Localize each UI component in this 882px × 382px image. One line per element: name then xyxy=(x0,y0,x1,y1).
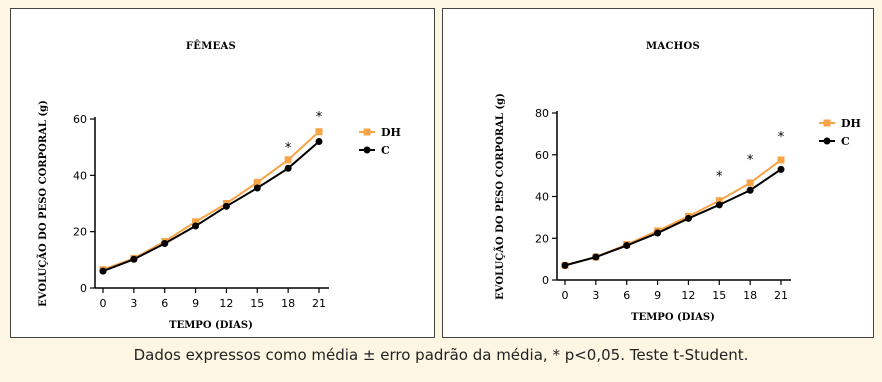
x-tick-label: 18 xyxy=(743,289,757,302)
significance-marker: * xyxy=(285,141,292,156)
machos-chart: MACHOS 0 20 40 60 80 0 3 6 9 12 15 18 21 TEMPO (DIAS) E… xyxy=(494,41,861,323)
legend-marker-dh xyxy=(823,119,831,127)
data-point-c xyxy=(161,239,169,247)
significance-marker: * xyxy=(716,170,723,185)
data-point-c xyxy=(592,253,600,261)
data-point-c xyxy=(192,222,200,230)
data-point-dh xyxy=(746,179,754,187)
y-tick-label: 60 xyxy=(73,113,87,126)
x-tick-label: 18 xyxy=(281,297,295,310)
data-point-c xyxy=(561,261,569,269)
legend-label-dh: DH xyxy=(841,117,861,130)
y-tick-label: 20 xyxy=(73,226,87,239)
data-point-c xyxy=(777,165,785,173)
x-tick-label: 12 xyxy=(681,289,695,302)
y-tick-label: 0 xyxy=(542,274,549,287)
x-tick-label: 3 xyxy=(130,297,137,310)
legend-label-c: C xyxy=(841,135,850,148)
x-tick-label: 0 xyxy=(100,297,107,310)
x-tick-label: 9 xyxy=(654,289,661,302)
data-point-c xyxy=(284,164,292,172)
data-point-dh xyxy=(315,128,323,136)
y-tick-label: 0 xyxy=(80,282,87,295)
x-tick-label: 21 xyxy=(774,289,788,302)
data-point-dh xyxy=(253,178,261,186)
x-tick-label: 3 xyxy=(592,289,599,302)
figure-caption: Dados expressos como média ± erro padrão… xyxy=(133,346,749,364)
chart-panel-femeas: FÊMEAS 0 20 40 60 0 3 6 9 12 15 18 21 TEMPO (DIAS) EVO… xyxy=(10,8,435,338)
data-point-dh xyxy=(284,156,292,164)
y-tick-label: 60 xyxy=(535,149,549,162)
data-point-c xyxy=(623,242,631,250)
x-tick-label: 9 xyxy=(192,297,199,310)
x-axis-label: TEMPO (DIAS) xyxy=(631,312,715,323)
data-point-c xyxy=(684,214,692,222)
legend-label-dh: DH xyxy=(381,126,401,139)
data-point-c xyxy=(99,267,107,275)
x-tick-label: 6 xyxy=(161,297,168,310)
series-line-c xyxy=(102,140,320,273)
data-point-c xyxy=(654,229,662,237)
x-tick-label: 15 xyxy=(250,297,264,310)
chart-title: MACHOS xyxy=(646,41,700,52)
y-tick-label: 20 xyxy=(535,232,549,245)
legend-marker-c xyxy=(363,146,371,154)
x-tick-label: 21 xyxy=(312,297,326,310)
femeas-chart: FÊMEAS 0 20 40 60 0 3 6 9 12 15 18 21 TEMPO (DIAS) EVO… xyxy=(37,40,401,331)
series-line-dh xyxy=(564,159,782,267)
data-point-c xyxy=(130,255,138,263)
x-axis-label: TEMPO (DIAS) xyxy=(169,320,253,331)
y-tick-label: 80 xyxy=(535,107,549,120)
x-tick-label: 0 xyxy=(562,289,569,302)
data-point-dh xyxy=(192,218,200,226)
y-tick-label: 40 xyxy=(535,191,549,204)
legend-label-c: C xyxy=(381,144,390,157)
data-point-c xyxy=(315,138,323,146)
significance-marker: * xyxy=(747,153,754,168)
chart-panel-machos: MACHOS 0 20 40 60 80 0 3 6 9 12 15 18 21 TEMPO (DIAS) E… xyxy=(442,8,874,338)
data-point-c xyxy=(746,186,754,194)
series-line-c xyxy=(564,168,782,267)
data-point-dh xyxy=(715,197,723,205)
significance-marker: * xyxy=(778,130,785,145)
x-tick-label: 15 xyxy=(712,289,726,302)
significance-marker: * xyxy=(316,110,323,125)
y-axis-label: EVOLUÇÃO DO PESO CORPORAL (g) xyxy=(494,93,506,300)
y-tick-label: 40 xyxy=(73,169,87,182)
data-point-c xyxy=(253,184,261,192)
data-point-c xyxy=(222,202,230,210)
y-axis-label: EVOLUÇÃO DO PESO CORPORAL (g) xyxy=(37,100,49,307)
data-point-dh xyxy=(777,156,785,164)
chart-title: FÊMEAS xyxy=(186,40,236,52)
x-tick-label: 12 xyxy=(219,297,233,310)
legend-marker-dh xyxy=(363,128,371,136)
data-point-c xyxy=(715,201,723,209)
x-tick-label: 6 xyxy=(623,289,630,302)
legend-marker-c xyxy=(823,137,831,145)
